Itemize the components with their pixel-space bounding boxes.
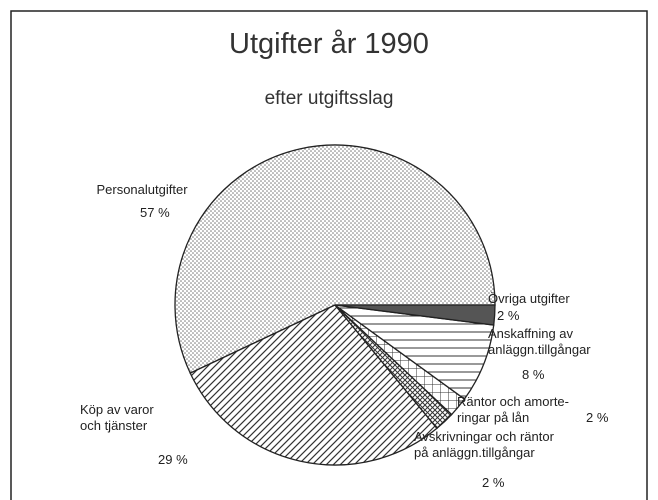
chart-subtitle: efter utgiftsslag: [264, 88, 394, 109]
slice-label: Avskrivningar och räntor på anläggn.till…: [414, 429, 554, 460]
value-label: 2 %: [497, 308, 520, 323]
slice-label: Anskaffning av anläggn.tillgångar: [488, 326, 591, 357]
value-label: 8 %: [522, 367, 545, 382]
slice-label: Personalutgifter: [96, 182, 188, 197]
value-label: 2 %: [586, 410, 609, 425]
value-label: 29 %: [158, 452, 188, 467]
pie-slice: [174, 144, 496, 374]
value-label: 2 %: [482, 475, 505, 490]
frame: [10, 10, 648, 500]
slice-label: Räntor och amorte- ringar på lån: [457, 394, 569, 425]
chart-title: Utgifter år 1990: [229, 28, 429, 60]
slice-label: Köp av varor och tjänster: [80, 402, 154, 433]
slice-label: Övriga utgifter: [488, 291, 570, 306]
value-label: 57 %: [140, 205, 170, 220]
pie-slice: [334, 304, 496, 326]
pie-slice: [189, 304, 438, 466]
